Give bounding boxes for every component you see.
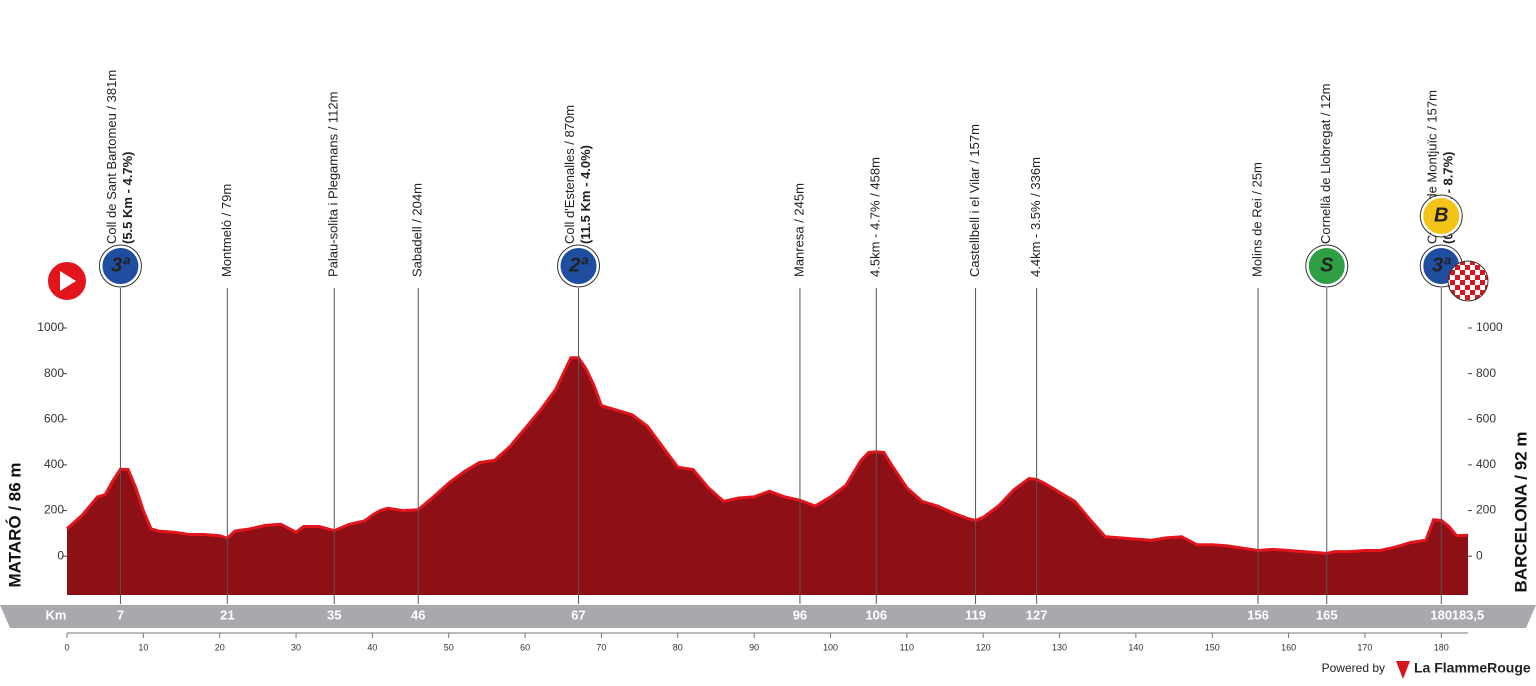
x-tick-label: 10 bbox=[138, 642, 148, 652]
waypoint-km: 127 bbox=[1026, 607, 1048, 622]
x-tick-label: 100 bbox=[823, 642, 838, 652]
waypoint-icon bbox=[100, 246, 141, 286]
waypoint-km: 67 bbox=[571, 607, 585, 622]
y-tick-label: 0 bbox=[1476, 548, 1483, 562]
waypoint-label: Coll d'Estenalles / 870m bbox=[562, 105, 577, 244]
x-tick-label: 0 bbox=[64, 642, 69, 652]
finish-icon bbox=[1447, 260, 1489, 302]
waypoint-detail: (11.5 Km - 4.0%) bbox=[578, 145, 593, 244]
x-tick-label: 90 bbox=[749, 642, 759, 652]
y-tick-label: 1000 bbox=[1476, 320, 1503, 334]
y-tick-label: 1000 bbox=[37, 320, 64, 334]
waypoint-km: 156 bbox=[1247, 607, 1269, 622]
waypoint-icon-ring bbox=[98, 244, 142, 288]
y-tick-label: 600 bbox=[44, 411, 64, 425]
waypoint-km: 21 bbox=[220, 607, 234, 622]
x-tick-label: 50 bbox=[444, 642, 454, 652]
x-tick-label: 70 bbox=[596, 642, 606, 652]
waypoint-label: Palau-solita i Plegamans / 112m bbox=[326, 92, 341, 277]
y-tick-label: 800 bbox=[44, 366, 64, 380]
waypoint-label: Coll de Sant Bartomeu / 381m bbox=[104, 70, 119, 244]
waypoint-label: Cornellà de Llobregat / 12m bbox=[1318, 84, 1333, 244]
y-tick-label: 200 bbox=[1476, 503, 1496, 517]
waypoint-km: 96 bbox=[793, 607, 807, 622]
finish-km: 183,5 bbox=[1452, 607, 1485, 622]
elevation-edge bbox=[65, 356, 1469, 556]
waypoint-icon bbox=[1306, 246, 1347, 286]
y-tick-label: 600 bbox=[1476, 411, 1496, 425]
y-tick-label: 0 bbox=[57, 548, 64, 562]
x-tick-label: 30 bbox=[291, 642, 301, 652]
y-tick-label: 200 bbox=[44, 503, 64, 517]
waypoint-label: Molins de Rei / 25m bbox=[1249, 162, 1264, 277]
waypoint-label: Montmeló / 79m bbox=[219, 184, 234, 277]
powered-by: Powered by bbox=[1322, 661, 1385, 675]
x-tick-label: 20 bbox=[215, 642, 225, 652]
brand: La FlammeRouge bbox=[1414, 660, 1531, 676]
waypoint-detail: (5.5 Km - 4.7%) bbox=[120, 152, 135, 244]
km-label: Km bbox=[46, 607, 67, 622]
x-tick-label: 140 bbox=[1128, 642, 1143, 652]
waypoint-label: Sabadell / 204m bbox=[410, 183, 425, 277]
waypoint-label: 4.5km - 4.7% / 458m bbox=[868, 157, 883, 277]
waypoint-icon bbox=[558, 246, 599, 286]
elevation-area bbox=[67, 357, 1468, 595]
x-tick-label: 170 bbox=[1357, 642, 1372, 652]
y-tick-label: 800 bbox=[1476, 366, 1496, 380]
x-tick-label: 160 bbox=[1281, 642, 1296, 652]
x-tick-label: 120 bbox=[976, 642, 991, 652]
waypoint-icon-ring bbox=[1305, 244, 1349, 288]
x-tick-label: 110 bbox=[900, 642, 914, 652]
waypoint-icon bbox=[1421, 196, 1462, 236]
start-label: MATARÓ / 86 m bbox=[5, 463, 24, 588]
waypoint-km: 119 bbox=[965, 607, 986, 622]
start-icon bbox=[46, 260, 88, 302]
waypoint-label: Castellbell i el Vilar / 157m bbox=[967, 124, 982, 277]
finish-label: BARCELONA / 92 m bbox=[1511, 432, 1530, 593]
waypoint-label: Manresa / 245m bbox=[791, 183, 806, 277]
x-tick-label: 40 bbox=[367, 642, 377, 652]
waypoint-icon-ring bbox=[557, 244, 601, 288]
waypoint-icon-text: 2ª bbox=[568, 254, 588, 276]
x-tick-label: 180 bbox=[1434, 642, 1449, 652]
waypoint-km: 180 bbox=[1430, 607, 1452, 622]
x-tick-label: 80 bbox=[673, 642, 683, 652]
logo bbox=[1396, 661, 1410, 679]
waypoint-km: 7 bbox=[117, 607, 124, 622]
waypoint-icon-text: S bbox=[1320, 254, 1334, 276]
waypoint-label: 4.4km - 3.5% / 336m bbox=[1028, 157, 1043, 277]
waypoint-icon-text: 3ª bbox=[111, 254, 130, 276]
waypoint-icon-ring bbox=[1419, 194, 1463, 238]
waypoint-icon-text: B bbox=[1434, 204, 1448, 226]
waypoint-icon-text: 3ª bbox=[1432, 254, 1451, 276]
waypoint-km: 106 bbox=[865, 607, 887, 622]
x-tick-label: 60 bbox=[520, 642, 530, 652]
waypoint-km: 35 bbox=[327, 607, 341, 622]
x-tick-label: 150 bbox=[1205, 642, 1220, 652]
y-tick-label: 400 bbox=[1476, 457, 1496, 471]
y-tick-label: 400 bbox=[44, 457, 64, 471]
waypoint-km: 165 bbox=[1316, 607, 1338, 622]
x-tick-label: 130 bbox=[1052, 642, 1067, 652]
waypoint-km: 46 bbox=[411, 607, 425, 622]
km-band bbox=[0, 605, 1536, 628]
